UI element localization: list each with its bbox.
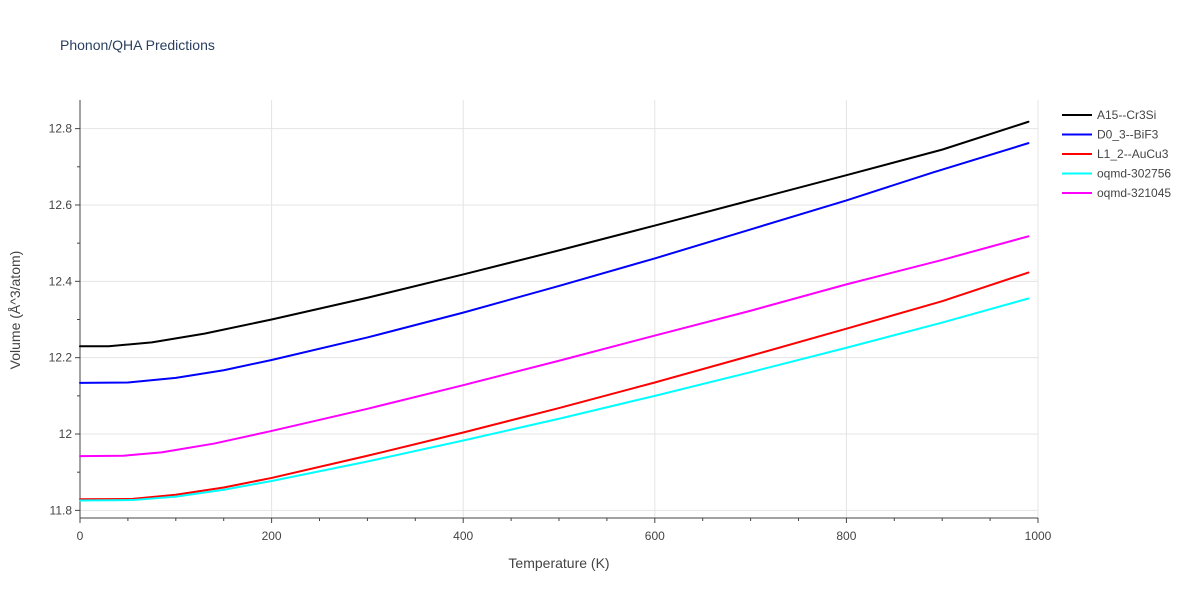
series-line-oqmd-302756 [79,297,1030,502]
legend-label: L1_2--AuCu3 [1097,147,1169,161]
series-line-a15-cr3si [79,120,1030,348]
x-tick-label: 400 [453,529,473,543]
x-tick-label: 600 [645,529,665,543]
series-line-oqmd-321045 [79,235,1030,458]
legend[interactable]: A15--Cr3Si D0_3--BiF3 L1_2--AuCu3 oqmd-3027… [1062,108,1171,200]
legend-item[interactable]: D0_3--BiF3 [1062,128,1159,142]
legend-item[interactable]: oqmd-302756 [1062,167,1171,181]
y-tick-label: 12.4 [49,274,73,288]
y-tick-label: 12 [59,427,73,441]
y-tick-label: 11.8 [50,503,73,517]
y-tick-label: 12.6 [49,198,73,212]
x-tick-label: 200 [262,529,282,543]
series-line-d0-3-bif3 [79,142,1030,384]
legend-item[interactable]: A15--Cr3Si [1062,108,1156,122]
legend-label: oqmd-321045 [1097,186,1171,200]
y-axis-title: Volume (Å^3/atom) [7,251,23,370]
legend-item[interactable]: L1_2--AuCu3 [1062,147,1169,161]
y-tick-label: 12.2 [49,351,73,365]
legend-label: A15--Cr3Si [1097,108,1156,122]
chart-title: Phonon/QHA Predictions [60,37,215,53]
axes-layer: 0 200 400 600 800 1000 11.8 12 12.2 12.4 12.6 12.8 [49,100,1052,543]
legend-label: D0_3--BiF3 [1097,128,1159,142]
y-tick-label: 12.8 [49,122,73,136]
series-layer [79,120,1030,502]
legend-item[interactable]: oqmd-321045 [1062,186,1171,200]
grid-layer [80,100,1039,518]
x-tick-label: 0 [77,529,84,543]
x-tick-label: 1000 [1025,529,1052,543]
series-line-l1-2-aucu3 [79,271,1030,501]
x-tick-label: 800 [836,529,856,543]
legend-label: oqmd-302756 [1097,167,1171,181]
x-axis-title: Temperature (K) [508,555,609,571]
